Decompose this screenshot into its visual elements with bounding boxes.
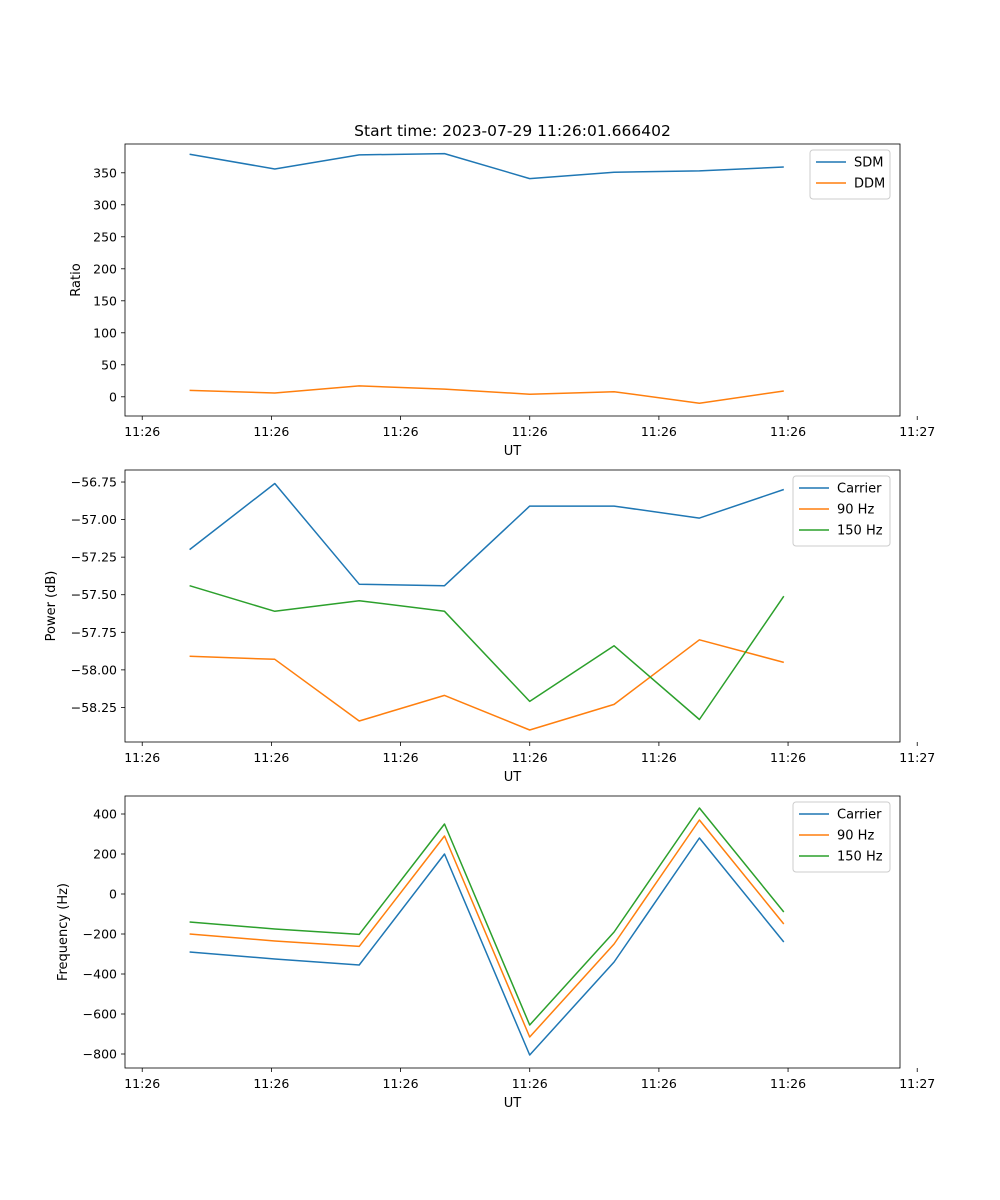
x-tick-label: 11:27 [899,1076,935,1091]
series-line-2-3 [189,584,785,721]
y-tick-label: 350 [93,165,117,180]
legend-label: 150 Hz [837,850,883,865]
y-tick-label: −56.75 [71,475,117,490]
y-tick-label: 150 [93,293,117,308]
x-axis-label: UT [504,444,522,459]
legend: Carrier 90 Hz 150 Hz [792,475,891,547]
y-tick-label: −800 [83,1047,117,1062]
plot-frame [124,795,901,1069]
x-tick-label: 11:27 [899,750,935,765]
y-tick-label: 200 [93,847,117,862]
x-tick-label: 11:26 [383,1076,419,1091]
series-line-3-3 [189,807,785,1026]
y-tick-label: 0 [109,887,117,902]
panel-3: 11:26 11:26 11:26 11:26 11:26 11:26 11:27 −800 −… [56,795,935,1111]
y-tick-label: −57.75 [71,625,117,640]
y-tick-label: −58.00 [71,662,117,677]
x-tick-label: 11:26 [253,1076,289,1091]
legend-box [792,475,891,547]
x-tick-label: 11:26 [124,424,160,439]
panel-2: 11:26 11:26 11:26 11:26 11:26 11:26 11:27 −58.2… [44,469,935,785]
plot-frame [124,469,901,743]
y-tick-label: 200 [93,261,117,276]
x-tick-label: 11:26 [641,750,677,765]
x-tick-label: 11:27 [899,424,935,439]
panel-1: 11:26 11:26 11:26 11:26 11:26 11:26 11:27 0 50 10… [69,143,935,459]
x-tick-label: 11:26 [512,424,548,439]
x-tick-label: 11:26 [124,750,160,765]
legend-label: Carrier [837,808,882,823]
x-tick-label: 11:26 [770,424,806,439]
x-tick-label: 11:26 [383,750,419,765]
x-tick-label: 11:26 [770,1076,806,1091]
legend-box [792,801,891,873]
y-axis-label: Power (dB) [44,571,59,642]
plot-frame [124,143,901,417]
legend: Carrier 90 Hz 150 Hz [792,801,891,873]
y-tick-label: −57.50 [71,587,117,602]
legend-label: 90 Hz [837,829,874,844]
y-axis-label: Frequency (Hz) [56,883,71,981]
x-axis-label: UT [504,1096,522,1111]
x-tick-label: 11:26 [124,1076,160,1091]
panels: 11:26 11:26 11:26 11:26 11:26 11:26 11:27 0 50 10… [44,143,935,1111]
series-line-2-1 [189,482,785,587]
x-tick-label: 11:26 [383,424,419,439]
x-tick-label: 11:26 [512,750,548,765]
y-tick-label: 300 [93,197,117,212]
y-tick-label: 0 [109,389,117,404]
series-line-1-2 [189,385,784,404]
y-tick-label: −57.00 [71,512,117,527]
series-line-2-2 [189,639,784,731]
y-tick-label: 50 [101,357,117,372]
x-tick-label: 11:26 [253,750,289,765]
x-tick-label: 11:26 [253,424,289,439]
y-axis-label: Ratio [69,263,84,296]
x-tick-label: 11:26 [641,424,677,439]
x-tick-label: 11:26 [641,1076,677,1091]
legend-label: SDM [854,156,883,171]
y-tick-label: −57.25 [71,550,117,565]
series-line-1-1 [189,152,784,180]
series-line-3-2 [189,819,785,1038]
legend: SDM DDM [809,149,891,200]
y-tick-label: −400 [83,967,117,982]
x-tick-label: 11:26 [512,1076,548,1091]
legend-label: 150 Hz [837,524,883,539]
y-tick-label: 400 [93,807,117,822]
y-tick-label: 250 [93,229,117,244]
series-line-3-1 [189,837,785,1056]
y-tick-label: −200 [83,927,117,942]
legend-label: DDM [854,177,885,192]
x-tick-label: 11:26 [770,750,806,765]
y-tick-label: 100 [93,325,117,340]
chart-title: Start time: 2023-07-29 11:26:01.666402 [354,122,671,140]
legend-label: Carrier [837,482,882,497]
y-tick-label: −58.25 [71,700,117,715]
legend-label: 90 Hz [837,503,874,518]
y-tick-label: −600 [83,1007,117,1022]
x-axis-label: UT [504,770,522,785]
